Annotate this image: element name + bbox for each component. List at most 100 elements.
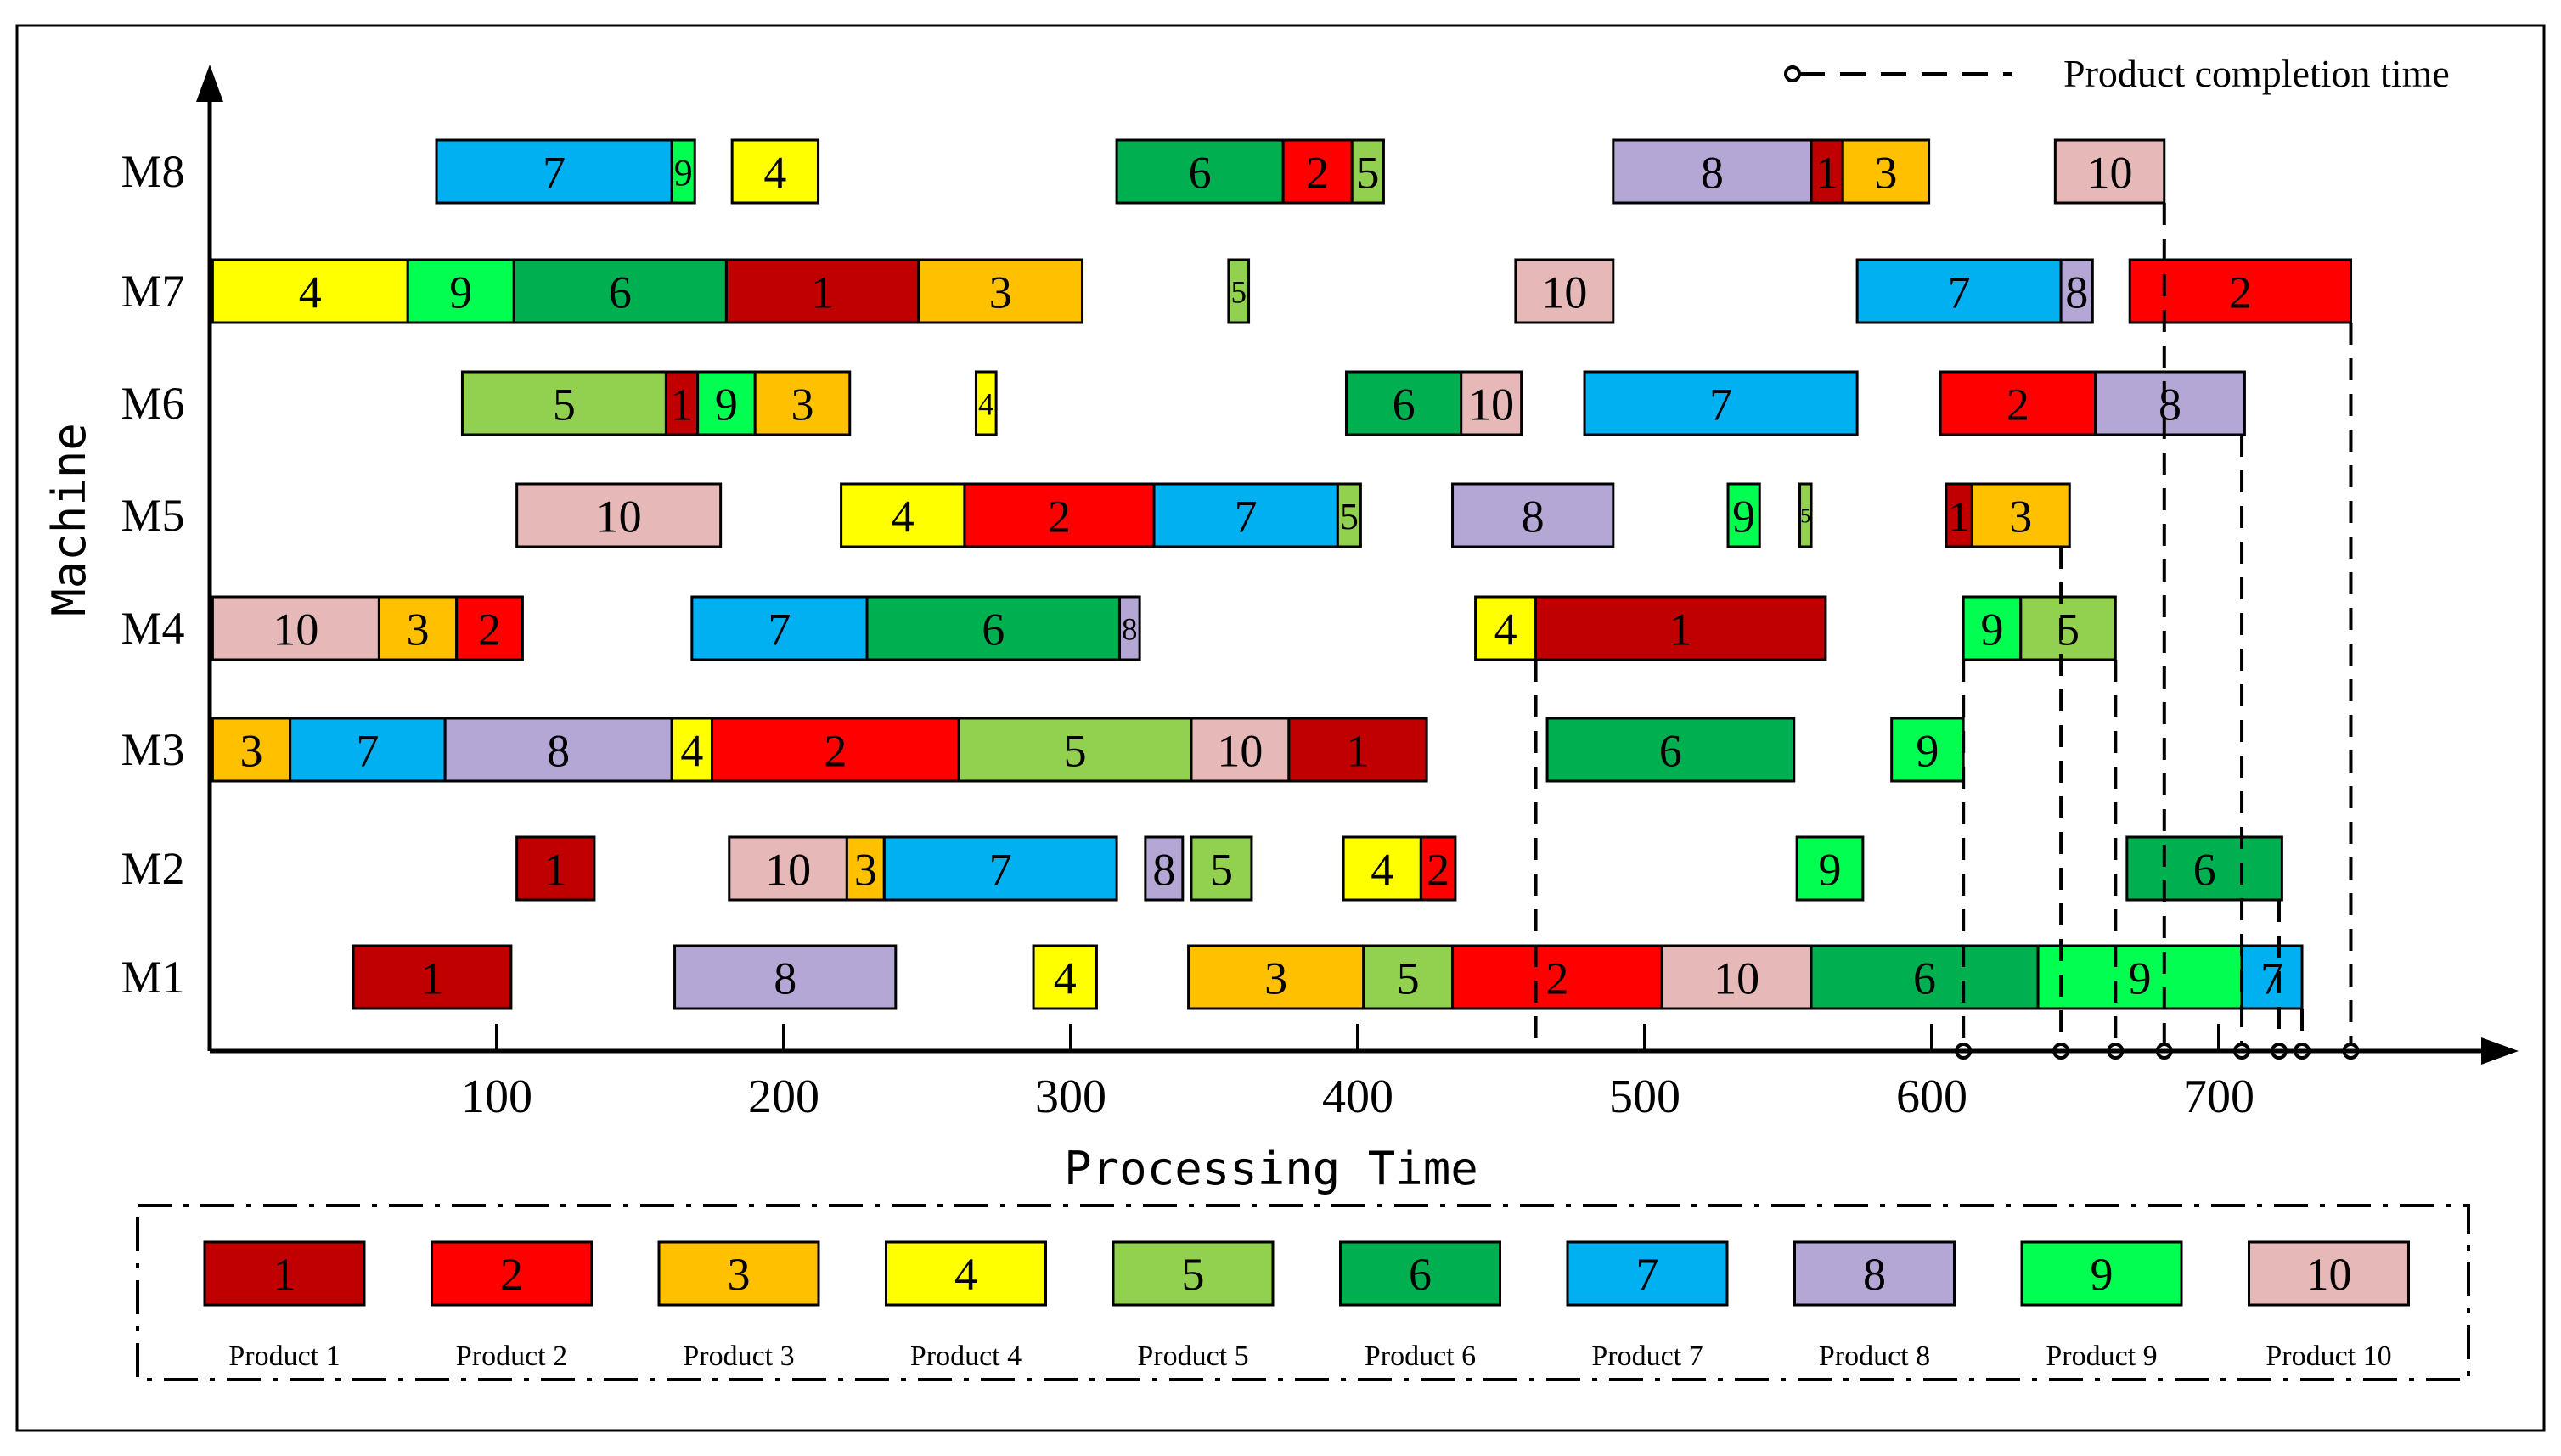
task-bar-label: 3 <box>2009 491 2032 542</box>
task-bar-m2-product-7 <box>882 835 1118 902</box>
task-bar-label: 4 <box>1494 604 1517 655</box>
legend-swatch-product-3 <box>657 1240 820 1307</box>
task-bar-m5-product-3 <box>1970 482 2071 548</box>
task-bar-m3-product-4 <box>670 717 713 783</box>
task-bar-m6-product-9 <box>696 370 757 436</box>
task-bar-m3-product-8 <box>443 717 673 783</box>
task-bar-m6-product-6 <box>1344 370 1463 436</box>
task-bar-label: 6 <box>1189 147 1212 198</box>
task-bar-label: 3 <box>240 725 263 776</box>
task-bar-label: 1 <box>1669 604 1692 655</box>
task-bar-m2-product-3 <box>845 835 886 902</box>
legend-swatch-label: 4 <box>954 1249 977 1300</box>
task-bar-m4-product-2 <box>455 595 524 661</box>
task-bar-label: 5 <box>1397 953 1420 1003</box>
legend-swatch-label: 2 <box>500 1249 523 1300</box>
task-bar-label: 7 <box>989 844 1012 895</box>
task-bar-m6-product-3 <box>753 370 852 436</box>
task-bar-label: 9 <box>2129 953 2152 1003</box>
task-bar-m5-product-5 <box>1336 482 1362 548</box>
task-bar-m5-product-4 <box>840 482 966 548</box>
task-bar-m8-product-9 <box>670 138 696 205</box>
task-bar-label: 4 <box>892 491 915 542</box>
x-tick-label: 700 <box>2183 1071 2254 1123</box>
machine-labels: M1 M2 M3 M4 M5 M6 M7 M8 <box>121 146 184 1003</box>
task-bar-m1-product-9 <box>2036 944 2243 1010</box>
task-bar-m6-product-5 <box>460 370 667 436</box>
x-axis-ticks: 100 200 300 400 500 600 700 <box>461 1024 2254 1123</box>
task-bar-label: 1 <box>811 267 834 318</box>
task-bar-label: 3 <box>1264 953 1287 1003</box>
machine-label-m8: M8 <box>121 146 184 197</box>
x-axis-title: Processing Time <box>1064 1142 1478 1195</box>
task-bar-m6-product-8 <box>2094 370 2246 436</box>
task-bar-m7-product-8 <box>2059 258 2094 324</box>
task-bar-label: 9 <box>674 152 693 194</box>
task-bar-label: 7 <box>1709 379 1732 430</box>
completion-legend-marker-icon <box>1784 65 1801 82</box>
x-tick-label: 300 <box>1035 1071 1106 1123</box>
legend-swatch-product-2 <box>431 1240 593 1307</box>
task-bar-m5-product-5 <box>1798 482 1813 548</box>
legend-product-name: Product 2 <box>456 1341 567 1372</box>
axes <box>196 65 2519 1065</box>
task-bar-m8-product-5 <box>1350 138 1385 205</box>
task-bar-m1-product-4 <box>1032 944 1098 1010</box>
task-bar-label: 6 <box>1659 725 1682 776</box>
task-bar-label: 4 <box>763 147 786 198</box>
task-bar-m2-product-8 <box>1144 835 1185 902</box>
task-bar-m1-product-1 <box>352 944 513 1010</box>
task-bar-m5-product-7 <box>1152 482 1339 548</box>
task-bar-m2-product-5 <box>1190 835 1253 902</box>
task-bar-m5-product-9 <box>1726 482 1761 548</box>
legend-swatch-product-8 <box>1793 1240 1956 1307</box>
task-bar-label: 9 <box>1916 725 1939 776</box>
task-bar-m1-product-2 <box>1451 944 1663 1010</box>
task-bar-label: 9 <box>715 379 738 430</box>
task-bar-m4-product-6 <box>865 595 1121 661</box>
task-bar-label: 8 <box>1701 147 1724 198</box>
task-bar-label: 10 <box>1468 379 1514 430</box>
task-bar-label: 8 <box>1122 612 1138 647</box>
task-bar-label: 1 <box>671 379 694 430</box>
legend-swatch-product-5 <box>1112 1240 1275 1307</box>
task-bar-label: 8 <box>1522 491 1545 542</box>
task-bar-label: 8 <box>2065 267 2088 318</box>
task-bar-m3-product-3 <box>211 717 292 783</box>
task-bar-label: 3 <box>989 267 1012 318</box>
task-bar-label: 10 <box>765 844 811 895</box>
task-bar-label: 6 <box>609 267 632 318</box>
machine-label-m4: M4 <box>121 603 184 654</box>
task-bar-m1-product-8 <box>673 944 898 1010</box>
y-axis-arrow-icon <box>196 65 223 102</box>
task-bar-m2-product-10 <box>728 835 848 902</box>
legend-product-name: Product 6 <box>1365 1341 1476 1372</box>
task-bar-m8-product-1 <box>1810 138 1844 205</box>
completion-legend-label: Product completion time <box>2063 52 2450 95</box>
task-bars: 7 9 4 6 2 5 8 1 3 104 9 6 1 3 5 10 7 8 25 1 9 3 4 6 10 7 2 810 4 2 7 5 8… <box>211 138 2352 1010</box>
task-bar-label: 3 <box>1874 147 1897 198</box>
task-bar-label: 10 <box>273 604 318 655</box>
task-bar-m5-product-10 <box>515 482 723 548</box>
legend-swatch-product-4 <box>885 1240 1047 1307</box>
task-bar-label: 3 <box>407 604 430 655</box>
task-bar-label: 5 <box>1340 496 1359 537</box>
task-bar-m8-product-7 <box>435 138 673 205</box>
legend-swatch-product-7 <box>1566 1240 1729 1307</box>
legend-product-name: Product 7 <box>1591 1341 1703 1372</box>
task-bar-m4-product-5 <box>2019 595 2117 661</box>
task-bar-label: 7 <box>1948 267 1971 318</box>
machine-label-m7: M7 <box>121 266 184 317</box>
task-bar-label: 9 <box>449 267 472 318</box>
task-bar-m8-product-6 <box>1115 138 1285 205</box>
task-bar-m2-product-1 <box>515 835 596 902</box>
legend-product-name: Product 8 <box>1819 1341 1930 1372</box>
task-bar-m2-product-9 <box>1795 835 1865 902</box>
legend-swatch-product-1 <box>203 1240 366 1307</box>
legend-swatch-label: 10 <box>2306 1249 2352 1300</box>
task-bar-label: 5 <box>1800 506 1810 528</box>
task-bar-label: 9 <box>1732 491 1755 542</box>
task-bar-m4-product-8 <box>1117 595 1141 661</box>
task-bar-label: 10 <box>596 491 642 542</box>
